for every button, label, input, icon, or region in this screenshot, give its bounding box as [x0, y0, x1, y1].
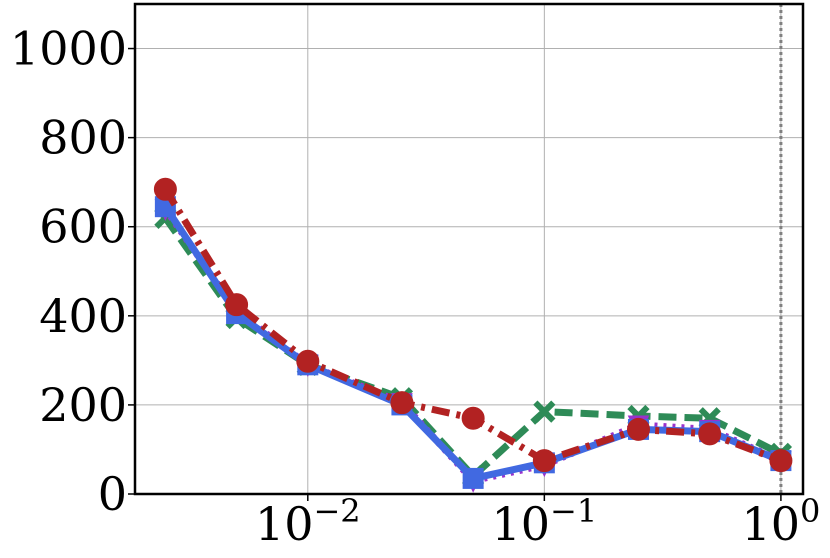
- marker: [698, 422, 722, 446]
- x-tick-exponent: −2: [313, 492, 360, 530]
- y-tick-label: 600: [39, 200, 127, 254]
- x-tick-label: 10−2: [255, 492, 361, 551]
- y-tick-label: 800: [39, 111, 127, 165]
- y-tick-label: 200: [39, 378, 127, 432]
- plot-frame: [133, 2, 805, 496]
- marker: [462, 467, 484, 489]
- series-line: [162, 204, 783, 482]
- marker: [390, 391, 414, 415]
- y-tick-label: 0: [98, 467, 127, 521]
- x-tick-base: 10: [741, 497, 800, 551]
- marker: [532, 449, 556, 473]
- y-tick-label: 400: [39, 289, 127, 343]
- x-tick-base: 10: [491, 497, 550, 551]
- marker: [533, 400, 556, 423]
- marker: [769, 449, 793, 473]
- x-tick-exponent: 0: [800, 492, 820, 530]
- x-tick-label: 10−1: [491, 492, 597, 551]
- marker: [296, 349, 320, 373]
- x-tick-exponent: −1: [550, 492, 597, 530]
- y-tick-label: 1000: [10, 22, 127, 76]
- marker: [153, 177, 177, 201]
- x-tick-base: 10: [255, 497, 314, 551]
- marker: [225, 293, 249, 317]
- series-line: [162, 206, 783, 485]
- series-line: [162, 215, 783, 480]
- marker: [461, 406, 485, 430]
- marker: [626, 417, 650, 441]
- x-tick-label: 100: [741, 492, 820, 551]
